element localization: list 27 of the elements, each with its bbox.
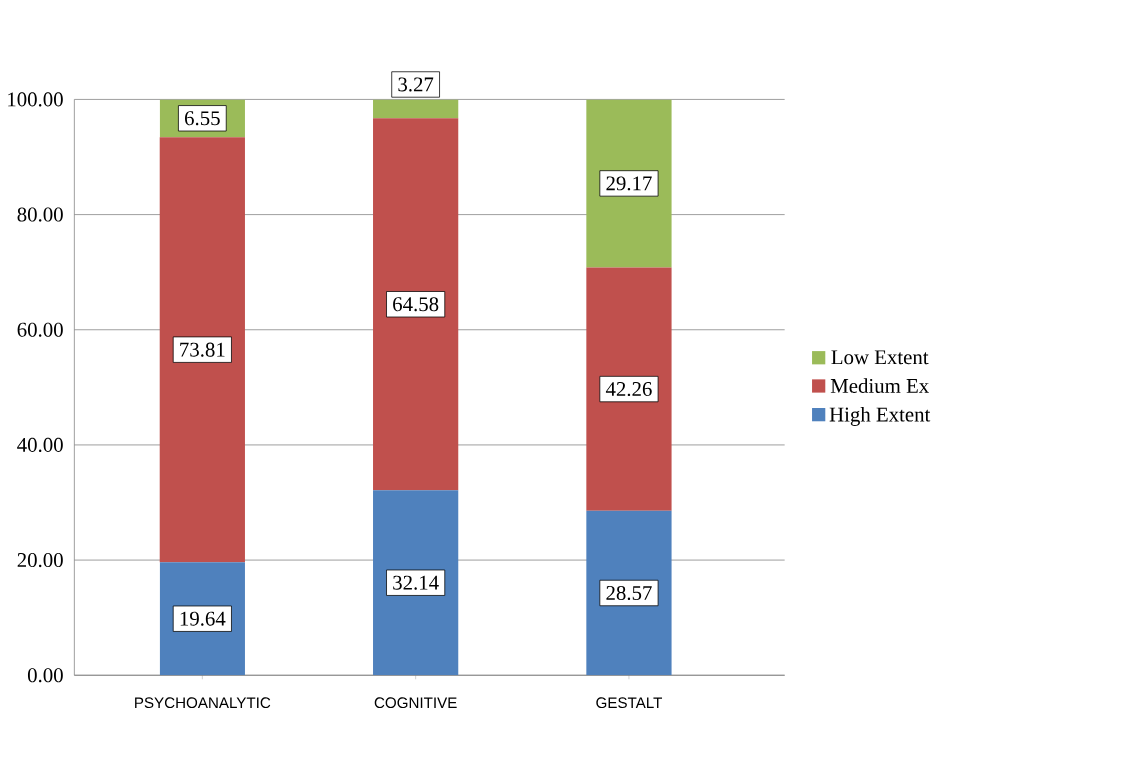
- x-tick-label: PSYCHOANALYTIC: [135, 697, 271, 708]
- data-label: 73.81: [180, 342, 225, 357]
- bar: [373, 489, 459, 676]
- data-label: 29.17: [606, 176, 652, 191]
- legend-label: Medium Ex: [830, 378, 929, 393]
- data-label: 42.26: [605, 381, 652, 396]
- y-tick-label: 60.00: [17, 322, 63, 337]
- legend-label: Low Extent: [831, 350, 929, 365]
- data-label: 3.27: [398, 77, 434, 92]
- y-tick-label: 100.00: [8, 92, 63, 107]
- data-label: 19.64: [180, 611, 226, 626]
- x-tick-label: COGNITIVE: [374, 697, 457, 708]
- data-label: 32.14: [393, 575, 439, 590]
- y-tick-label: 20.00: [17, 552, 63, 567]
- y-tick-label: 40.00: [17, 437, 63, 452]
- bar: [373, 118, 459, 490]
- legend-label: High Extent: [829, 406, 931, 426]
- bar: [159, 136, 245, 562]
- bar: [586, 510, 672, 676]
- bar: [586, 99, 672, 268]
- data-label: 6.55: [185, 111, 220, 126]
- data-label: 28.57: [606, 585, 652, 600]
- y-tick-label: 80.00: [17, 207, 63, 222]
- x-tick-label: GESTALT: [596, 697, 663, 708]
- bar: [586, 267, 672, 511]
- data-label: 64.58: [393, 296, 439, 312]
- y-tick-label: 0.00: [27, 667, 63, 683]
